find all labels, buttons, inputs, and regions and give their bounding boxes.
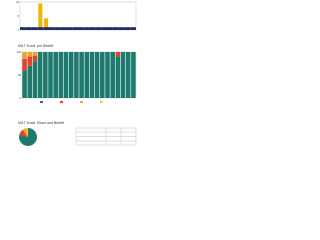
bar-segment [48,52,53,98]
bar [38,3,43,31]
bar [49,27,55,30]
bar-segment [37,52,43,98]
bar [107,27,113,30]
bar-segment [27,65,33,98]
bar [60,27,67,30]
bar-segment [131,52,136,98]
bar-segment [22,58,27,71]
bar-segment [115,52,121,57]
bar-segment [115,56,121,98]
bar [130,27,136,30]
bar-segment [27,52,33,57]
bar-segment [32,61,38,98]
bar-segment [94,52,100,98]
bar [101,27,107,30]
bar [72,27,78,30]
report: MILT Excel, per Bedrift MILT Excel, Ekse… [16,1,137,147]
bar-segment [27,56,33,66]
bar-segment [68,52,74,98]
y-tick-label: 50 [18,74,21,77]
bar [118,27,125,30]
y-tick-label: 100 [17,51,22,54]
bar [89,27,96,30]
bar [25,27,32,30]
pie-slice [19,129,28,137]
bar-segment [84,52,90,98]
bar [44,18,49,30]
bar-segment [22,52,27,59]
bar-segment [79,52,84,98]
table [75,127,137,146]
bar [78,27,84,30]
page: MILT Excel, per Bedrift MILT Excel, Ekse… [0,0,150,150]
pie-slice [19,128,38,147]
bar-segment [120,52,126,98]
bar-segment [63,52,69,98]
bar-segment [89,52,95,98]
bar [20,27,26,30]
bar-segment [32,52,38,56]
bar [124,27,131,30]
heading: MILT Excel, per Bedrift [18,44,53,48]
bar-segment [100,52,105,98]
bar-segment [105,52,110,98]
y-tick-label: 10 [16,1,19,4]
bar-segment [110,52,115,98]
bar-segment [53,52,58,98]
y-tick-label: 0 [20,97,22,100]
heading: MILT Excel, Ekser and Bedrift [18,121,64,125]
legend [40,101,103,103]
bar [95,27,102,30]
pie-slice [26,128,28,137]
bar [112,27,119,30]
bar [83,27,90,30]
bar [37,27,44,30]
bar [43,27,49,30]
y-tick-label: 0 [18,29,20,32]
bar-segment [32,55,38,62]
bar [66,27,73,30]
bar [31,27,38,30]
bar-segment [74,52,79,98]
bar-segment [22,70,27,98]
bar-segment [125,52,131,98]
bar [54,27,61,30]
bar-segment [43,52,48,98]
pie-slice [22,128,28,137]
bar-segment [58,52,64,98]
y-tick-label: 5 [18,15,20,18]
